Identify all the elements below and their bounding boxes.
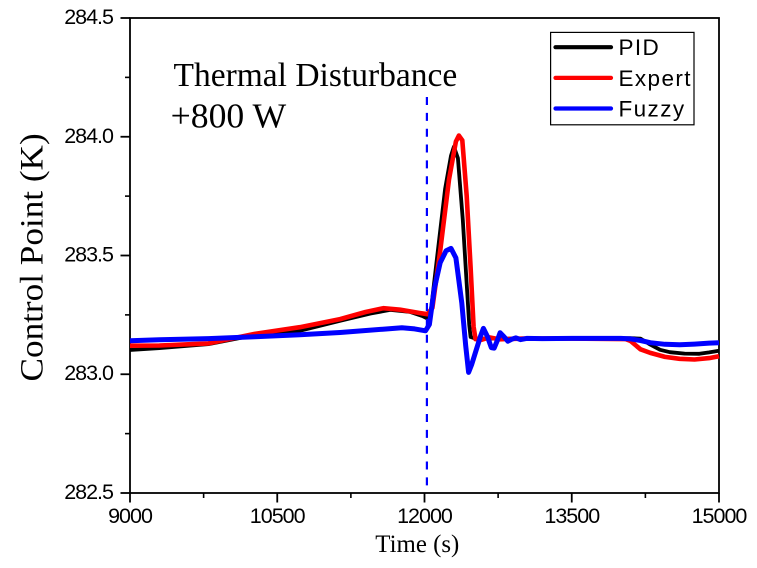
svg-text:Time (s): Time (s) bbox=[375, 531, 459, 558]
svg-text:284.5: 284.5 bbox=[64, 5, 114, 29]
svg-text:283.5: 283.5 bbox=[64, 243, 114, 267]
svg-text:12000: 12000 bbox=[397, 504, 453, 528]
svg-text:Expert: Expert bbox=[619, 66, 692, 91]
svg-text:Thermal Disturbance: Thermal Disturbance bbox=[174, 57, 458, 94]
svg-text:284.0: 284.0 bbox=[64, 124, 114, 148]
svg-text:Control Point (K): Control Point (K) bbox=[14, 133, 50, 381]
svg-text:PID: PID bbox=[619, 35, 661, 60]
svg-text:9000: 9000 bbox=[108, 504, 153, 528]
svg-text:15000: 15000 bbox=[692, 504, 748, 528]
svg-text:13500: 13500 bbox=[544, 504, 600, 528]
svg-text:282.5: 282.5 bbox=[64, 480, 114, 504]
svg-text:283.0: 283.0 bbox=[64, 361, 114, 385]
svg-text:+800 W: +800 W bbox=[171, 96, 287, 136]
svg-text:Fuzzy: Fuzzy bbox=[619, 96, 686, 121]
svg-text:10500: 10500 bbox=[250, 504, 306, 528]
